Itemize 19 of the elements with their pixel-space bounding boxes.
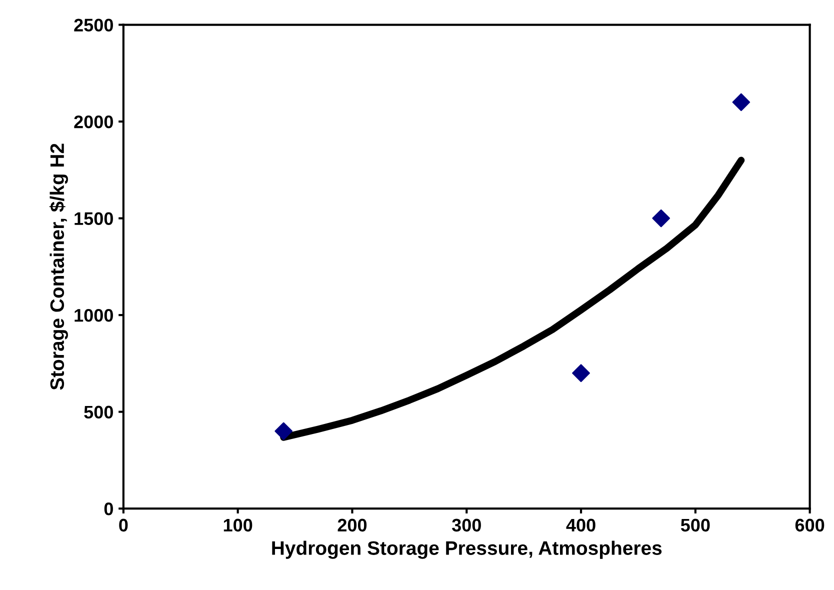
y-tick-label: 1000 <box>74 308 113 322</box>
point <box>732 93 750 112</box>
y-tick-label: 1500 <box>74 212 113 226</box>
x-tick-label: 400 <box>566 518 596 532</box>
point <box>274 422 292 440</box>
y-tick-label: 0 <box>104 502 113 516</box>
x-tick-label: 100 <box>224 518 252 532</box>
y-tick-label: 2500 <box>74 18 113 32</box>
x-axis-title: Hydrogen Storage Pressure, Atmospheres <box>272 540 662 559</box>
y-axis-title: Storage Container, $/kg H2 <box>49 144 68 390</box>
y-tick-label: 500 <box>84 406 113 419</box>
x-tick-label: 300 <box>452 518 481 532</box>
point <box>652 209 670 228</box>
point <box>572 364 590 382</box>
x-tick-label: 200 <box>338 518 367 532</box>
x-tick-label: 500 <box>680 518 710 532</box>
y-tick-label: 2000 <box>74 115 113 128</box>
x-tick-label: 600 <box>795 518 824 532</box>
x-tick-label: 0 <box>119 518 128 532</box>
